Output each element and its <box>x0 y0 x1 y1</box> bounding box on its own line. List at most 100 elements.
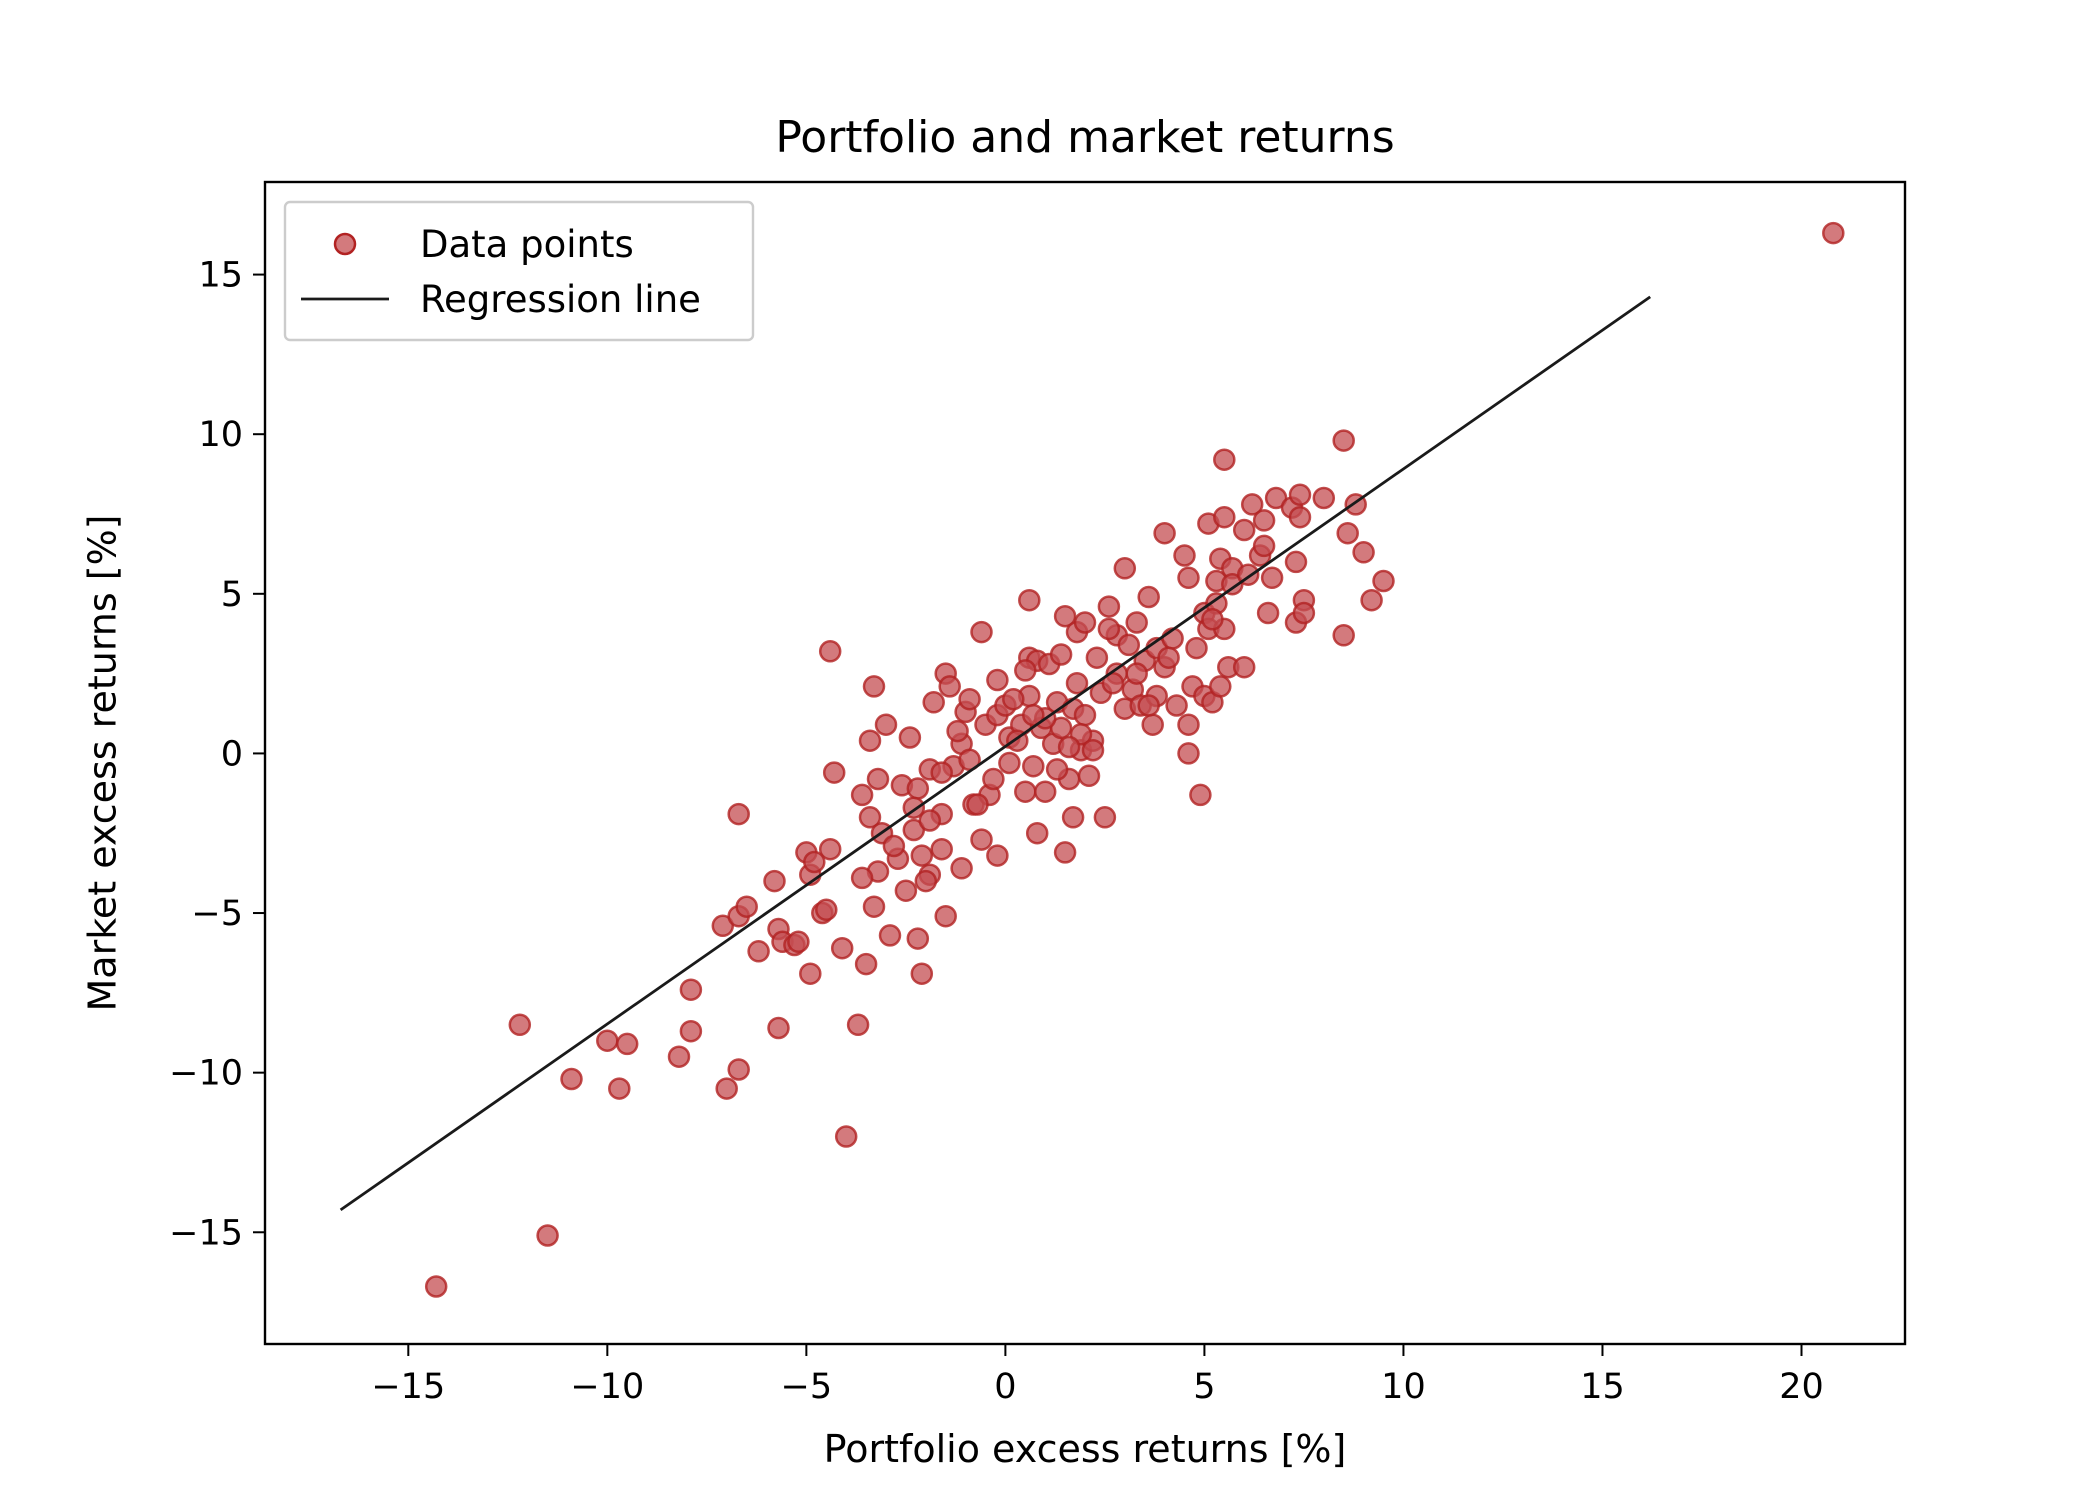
data-point <box>560 1067 583 1091</box>
data-points-layer <box>424 221 1845 1298</box>
data-point <box>1014 659 1037 682</box>
data-point <box>1336 521 1359 545</box>
data-point <box>763 869 786 893</box>
data-point <box>1201 608 1224 631</box>
data-point <box>679 1019 703 1043</box>
data-point <box>1053 604 1077 628</box>
y-tick-label: −10 <box>169 1054 243 1094</box>
data-point <box>711 914 735 938</box>
data-point <box>1125 662 1148 685</box>
data-point <box>906 777 930 800</box>
data-point <box>822 761 846 784</box>
data-point <box>1097 617 1121 641</box>
data-point <box>1284 550 1308 574</box>
data-point <box>1177 566 1200 590</box>
data-point <box>508 1013 532 1037</box>
data-point <box>1085 646 1109 669</box>
data-point <box>862 895 886 918</box>
data-point <box>1822 221 1845 245</box>
data-point <box>918 809 942 832</box>
x-tick-label: −5 <box>781 1367 833 1407</box>
data-point <box>1153 521 1176 545</box>
data-point <box>799 962 822 985</box>
x-tick-label: 5 <box>1193 1367 1215 1407</box>
x-tick-label: 10 <box>1381 1367 1426 1407</box>
data-point <box>715 1077 738 1100</box>
legend: Data points Regression line <box>283 200 755 342</box>
y-tick-label: 15 <box>198 256 243 296</box>
data-point <box>1332 429 1355 452</box>
data-point <box>1232 655 1256 679</box>
plot-frame <box>263 180 1907 1346</box>
data-point <box>1065 671 1089 695</box>
data-point <box>747 940 770 963</box>
data-point <box>986 668 1009 692</box>
data-point <box>1025 821 1049 845</box>
x-tick-label: 20 <box>1779 1367 1824 1407</box>
data-point <box>986 844 1009 867</box>
data-point <box>850 866 874 890</box>
data-point <box>898 726 922 749</box>
data-point <box>998 751 1021 775</box>
data-point <box>1057 735 1081 759</box>
data-point <box>727 802 750 826</box>
data-point <box>1252 534 1276 558</box>
data-point <box>930 761 953 784</box>
data-point <box>1033 780 1057 803</box>
y-tick-label: −5 <box>191 894 243 934</box>
data-point <box>1002 687 1025 711</box>
legend-marker-data-points <box>333 232 357 256</box>
data-point <box>1117 633 1141 657</box>
data-point <box>1352 541 1375 564</box>
x-axis-title: Portfolio excess returns [%] <box>824 1427 1347 1471</box>
data-point <box>787 930 810 954</box>
data-point <box>1077 764 1101 788</box>
data-point <box>1240 493 1264 516</box>
data-point <box>1097 595 1121 618</box>
data-point <box>1093 806 1117 829</box>
data-point <box>854 952 878 976</box>
data-point <box>1113 557 1137 580</box>
data-point <box>866 767 890 791</box>
data-point <box>1022 703 1045 727</box>
data-point <box>946 719 969 743</box>
data-point <box>1288 505 1312 529</box>
data-point <box>1288 483 1312 507</box>
data-point <box>982 767 1005 791</box>
data-point <box>727 1058 750 1081</box>
data-point <box>1022 754 1045 778</box>
data-point <box>958 687 981 711</box>
y-axis-ticks: −15 −10 −5 0 5 10 15 <box>169 256 265 1253</box>
data-point <box>1165 694 1188 717</box>
data-point <box>818 837 842 861</box>
data-point <box>1264 486 1288 510</box>
data-point <box>846 1013 870 1037</box>
regression-line <box>339 295 1652 1212</box>
data-point <box>1018 588 1041 612</box>
data-point <box>1185 636 1208 660</box>
data-point <box>1256 601 1280 625</box>
data-point <box>894 879 918 902</box>
data-point <box>906 927 930 950</box>
data-point <box>878 924 902 947</box>
data-point <box>1360 588 1383 612</box>
data-point <box>1189 783 1212 807</box>
y-tick-label: 0 <box>221 734 243 774</box>
data-point <box>1292 601 1316 625</box>
data-point <box>1213 505 1236 529</box>
data-point <box>1081 738 1105 762</box>
data-point <box>1173 544 1196 567</box>
data-point <box>914 869 938 893</box>
y-tick-label: 5 <box>221 575 243 615</box>
x-tick-label: 15 <box>1580 1367 1625 1407</box>
data-point <box>815 898 838 922</box>
data-point <box>858 806 882 829</box>
data-point <box>767 1016 790 1040</box>
data-point <box>874 713 898 736</box>
data-point <box>1049 643 1073 666</box>
data-point <box>882 834 906 858</box>
data-point <box>830 936 854 960</box>
data-point <box>1177 742 1200 765</box>
data-point <box>970 620 993 644</box>
